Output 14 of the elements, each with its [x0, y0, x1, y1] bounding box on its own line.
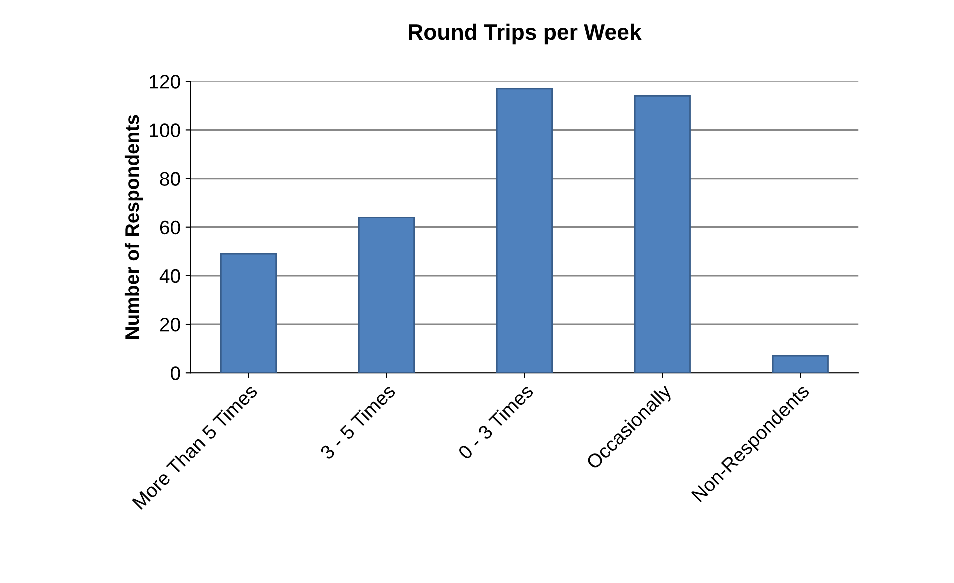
y-tick-label: 100 [150, 124, 180, 138]
bar [496, 88, 553, 374]
y-tick-label: 120 [150, 75, 180, 89]
chart-title: Round Trips per Week [409, 24, 642, 45]
y-tick-label: 40 [160, 269, 180, 284]
bar [220, 253, 278, 374]
bar [358, 216, 416, 374]
y-tick-label: 60 [160, 220, 180, 235]
y-axis-title: Number of Respondents [124, 115, 144, 339]
bar [772, 355, 829, 374]
bar [634, 96, 691, 374]
y-tick-label: 20 [160, 318, 180, 332]
y-tick-label: 0 [171, 366, 180, 380]
y-tick-label: 80 [160, 172, 180, 186]
